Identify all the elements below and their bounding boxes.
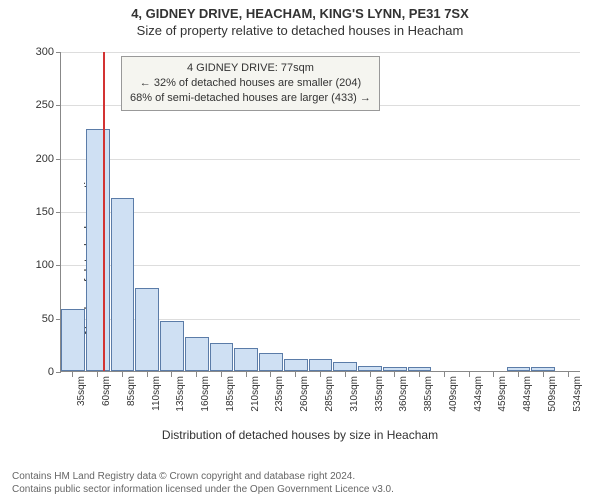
histogram-bar <box>333 362 357 371</box>
histogram-bar <box>210 343 234 371</box>
xtick-mark <box>568 372 569 377</box>
ytick-mark <box>56 372 61 373</box>
highlight-marker <box>103 52 105 371</box>
xtick-label: 509sqm <box>547 376 558 412</box>
ytick-label: 250 <box>24 99 54 111</box>
xtick-label: 35sqm <box>76 376 87 406</box>
xtick-mark <box>147 372 148 377</box>
xtick-label: 360sqm <box>398 376 409 412</box>
xtick-label: 185sqm <box>225 376 236 412</box>
ytick-label: 300 <box>24 46 54 58</box>
xtick-mark <box>320 372 321 377</box>
histogram-bar <box>111 198 135 371</box>
ytick-label: 0 <box>24 366 54 378</box>
plot-area: 4 GIDNEY DRIVE: 77sqm ← 32% of detached … <box>60 52 580 372</box>
xtick-mark <box>122 372 123 377</box>
xtick-label: 385sqm <box>423 376 434 412</box>
page-title-desc: Size of property relative to detached ho… <box>0 21 600 42</box>
ytick-label: 100 <box>24 259 54 271</box>
xtick-mark <box>370 372 371 377</box>
ytick-label: 50 <box>24 313 54 325</box>
xtick-label: 534sqm <box>572 376 583 412</box>
histogram-bar <box>185 337 209 371</box>
histogram-bar <box>531 367 555 371</box>
xtick-label: 235sqm <box>274 376 285 412</box>
histogram-bar <box>234 348 258 371</box>
histogram-bar <box>383 367 407 371</box>
histogram-bar <box>309 359 333 371</box>
chart-container: Number of detached properties 4 GIDNEY D… <box>0 42 600 462</box>
xtick-mark <box>518 372 519 377</box>
xtick-label: 484sqm <box>522 376 533 412</box>
xtick-label: 285sqm <box>324 376 335 412</box>
xtick-label: 160sqm <box>200 376 211 412</box>
xtick-label: 459sqm <box>497 376 508 412</box>
xtick-mark <box>394 372 395 377</box>
xtick-mark <box>97 372 98 377</box>
xtick-mark <box>444 372 445 377</box>
histogram-bar <box>86 129 110 371</box>
annotation-line2: ← 32% of detached houses are smaller (20… <box>130 76 371 91</box>
histogram-bar <box>284 359 308 371</box>
histogram-bar <box>135 288 159 371</box>
annotation-line1: 4 GIDNEY DRIVE: 77sqm <box>130 61 371 76</box>
xtick-label: 135sqm <box>175 376 186 412</box>
xtick-mark <box>493 372 494 377</box>
xtick-mark <box>543 372 544 377</box>
xtick-label: 60sqm <box>101 376 112 406</box>
xtick-mark <box>270 372 271 377</box>
x-axis-label: Distribution of detached houses by size … <box>0 428 600 442</box>
histogram-bar <box>507 367 531 371</box>
xtick-mark <box>221 372 222 377</box>
xtick-label: 434sqm <box>473 376 484 412</box>
xtick-label: 310sqm <box>349 376 360 412</box>
annotation-line3: 68% of semi-detached houses are larger (… <box>130 91 371 106</box>
ytick-label: 200 <box>24 153 54 165</box>
xtick-mark <box>345 372 346 377</box>
histogram-bar <box>408 367 432 371</box>
xtick-label: 335sqm <box>374 376 385 412</box>
footer-line1: Contains HM Land Registry data © Crown c… <box>12 470 394 483</box>
histogram-bar <box>259 353 283 371</box>
xtick-mark <box>196 372 197 377</box>
histogram-bar <box>160 321 184 371</box>
xtick-mark <box>419 372 420 377</box>
xtick-label: 110sqm <box>151 376 162 411</box>
xtick-mark <box>469 372 470 377</box>
footer-line2: Contains public sector information licen… <box>12 483 394 496</box>
histogram-bar <box>358 366 382 371</box>
histogram-bar <box>61 309 85 371</box>
xtick-mark <box>295 372 296 377</box>
xtick-mark <box>246 372 247 377</box>
xtick-label: 85sqm <box>126 376 137 406</box>
annotation-box: 4 GIDNEY DRIVE: 77sqm ← 32% of detached … <box>121 56 380 111</box>
xtick-label: 210sqm <box>250 376 261 412</box>
xtick-label: 260sqm <box>299 376 310 412</box>
footer-attribution: Contains HM Land Registry data © Crown c… <box>12 470 394 496</box>
xtick-mark <box>72 372 73 377</box>
page-title-address: 4, GIDNEY DRIVE, HEACHAM, KING'S LYNN, P… <box>0 0 600 21</box>
xtick-mark <box>171 372 172 377</box>
xtick-label: 409sqm <box>448 376 459 412</box>
ytick-label: 150 <box>24 206 54 218</box>
